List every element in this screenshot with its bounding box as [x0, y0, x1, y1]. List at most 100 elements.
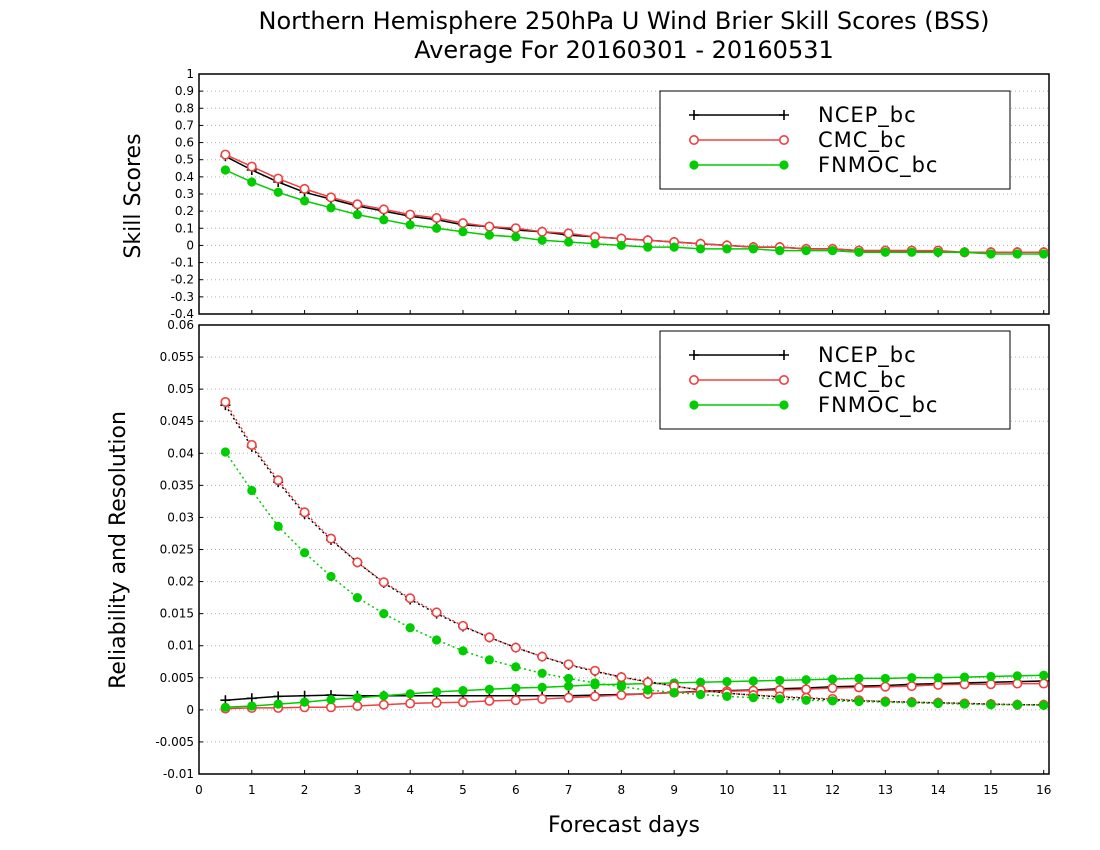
data-point	[511, 662, 521, 672]
x-tick-label: 4	[406, 783, 414, 797]
data-point	[801, 245, 811, 256]
data-point	[854, 696, 864, 707]
data-point	[378, 699, 389, 710]
data-point	[378, 204, 389, 215]
data-point	[510, 642, 521, 653]
data-point	[563, 673, 574, 684]
data-point	[510, 223, 521, 234]
data-point	[457, 697, 468, 708]
data-point	[827, 696, 838, 706]
data-point	[827, 245, 838, 256]
data-point	[537, 682, 547, 693]
data-point	[405, 689, 415, 699]
legend-item-cmc-bc: CMC_bc	[688, 368, 907, 393]
data-point	[907, 673, 917, 683]
legend-marker	[689, 160, 699, 170]
data-point	[959, 672, 970, 682]
series-line	[224, 451, 1044, 707]
data-point	[457, 620, 468, 631]
data-point	[669, 242, 679, 252]
data-point	[853, 682, 864, 693]
data-point	[378, 577, 389, 588]
x-axis-label: Forecast days	[548, 813, 700, 838]
data-point	[1039, 670, 1049, 680]
legend-marker	[779, 350, 789, 360]
data-point	[722, 244, 732, 254]
y-tick-label: -0.3	[171, 290, 194, 304]
legend-marker	[689, 400, 699, 410]
x-tick-label: 8	[618, 783, 626, 797]
data-point	[273, 699, 283, 709]
data-point	[801, 695, 811, 705]
series-line	[224, 404, 1044, 706]
series-line	[224, 401, 1044, 706]
data-point	[827, 674, 838, 684]
x-axis: 0 1 2 3 4 5 6 7 8 9 10 11 12 13 14 15 16	[195, 783, 1051, 797]
legend-label: CMC_bc	[818, 368, 907, 393]
data-point	[431, 687, 442, 697]
data-point	[484, 655, 494, 665]
y-tick-label: 0.05	[167, 382, 194, 396]
series-fnmoc-bc	[220, 165, 1049, 259]
data-point	[458, 227, 468, 237]
legend-marker	[779, 400, 789, 410]
y-tick-label: 0.025	[160, 543, 194, 557]
data-point	[484, 684, 494, 694]
y-tick-label: -0.01	[163, 767, 194, 781]
data-point	[589, 665, 600, 676]
data-point	[431, 635, 442, 645]
y-tick-label: 0.3	[175, 187, 194, 201]
y-tick-label: 0.035	[160, 478, 194, 492]
data-point	[985, 679, 996, 690]
data-point	[616, 672, 627, 683]
data-point	[907, 698, 917, 708]
y-tick-label: 0.4	[175, 170, 194, 184]
data-point	[986, 671, 996, 682]
legend-marker	[689, 110, 699, 120]
bottom-y-axis-label: Reliability and Resolution	[106, 411, 131, 689]
y-tick-label: 0.055	[160, 350, 194, 364]
data-point	[748, 244, 758, 254]
data-point	[1012, 671, 1022, 681]
legend-marker	[778, 135, 789, 146]
data-point	[220, 149, 231, 160]
data-point	[405, 623, 415, 633]
y-tick-label: 0.6	[175, 136, 194, 150]
data-point	[801, 684, 812, 695]
data-point	[457, 218, 468, 229]
y-tick-label: -0.005	[155, 735, 194, 749]
data-point	[379, 691, 389, 701]
data-point	[511, 232, 521, 242]
data-point	[431, 607, 442, 618]
data-point	[405, 698, 416, 709]
legend-marker	[689, 350, 699, 360]
y-tick-label: 0.2	[175, 204, 194, 218]
data-point	[352, 693, 362, 703]
data-point	[695, 244, 706, 254]
y-tick-label: 0.5	[175, 153, 194, 167]
data-point	[537, 235, 547, 245]
data-point	[695, 677, 706, 687]
data-point	[616, 240, 626, 251]
data-point	[352, 557, 363, 568]
data-point	[563, 681, 574, 691]
x-tick-label: 14	[930, 783, 945, 797]
y-tick-label: 1	[186, 67, 194, 81]
data-point	[1039, 700, 1049, 710]
data-point	[273, 475, 284, 486]
data-point	[352, 209, 362, 220]
data-point	[299, 548, 310, 558]
x-tick-label: 15	[983, 783, 998, 797]
y-tick-label: 0.06	[167, 318, 194, 332]
legend-marker	[779, 160, 789, 170]
data-point	[775, 675, 785, 685]
legend-marker	[688, 135, 699, 146]
data-point	[643, 242, 653, 252]
reliability-resolution-panel: -0.01 -0.005 0 0.005 0.01 0.015 0.02 0.025 0.03 0…	[155, 318, 1050, 781]
data-point	[484, 221, 495, 232]
data-point	[880, 247, 890, 257]
data-point	[775, 245, 785, 256]
data-point	[642, 677, 653, 688]
series-ncep-bc-resolution	[220, 400, 1049, 710]
